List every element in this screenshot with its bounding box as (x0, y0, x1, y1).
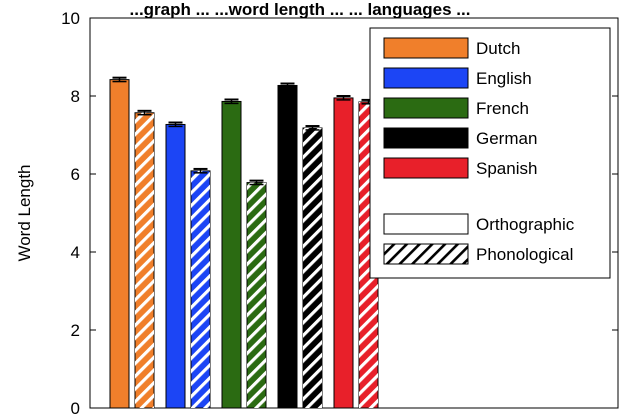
y-tick-label: 8 (71, 87, 80, 106)
legend-hatch-phonological (383, 243, 469, 265)
y-tick-label: 0 (71, 399, 80, 414)
y-tick-label: 6 (71, 165, 80, 184)
legend-box (369, 27, 611, 279)
legend-swatch-dutch (383, 37, 469, 59)
y-tick-label: 2 (71, 321, 80, 340)
bar-hatch-french (247, 182, 266, 408)
bar-german-orthographic (277, 84, 298, 409)
chart-title: ...graph ... ...word length ... ... lang… (130, 0, 471, 19)
bar-french-orthographic (221, 100, 242, 409)
legend-label-french: French (476, 99, 529, 118)
legend: Dutch English French German Spanish Orthograp… (369, 27, 611, 279)
legend-label-english: English (476, 69, 532, 88)
axes-frame (89, 17, 619, 409)
legend-swatch-spanish (383, 157, 469, 179)
y-tick-label: 4 (71, 243, 80, 262)
plot-area: 0 2 4 6 8 10 (61, 9, 619, 414)
y-tick-label: 10 (61, 9, 80, 28)
bar-english-orthographic (165, 123, 186, 409)
legend-swatch-german (383, 127, 469, 149)
legend-label-orthographic: Orthographic (476, 215, 575, 234)
bar-hatch-dutch (135, 112, 154, 409)
bar-hatch-german (303, 127, 322, 408)
legend-label-spanish: Spanish (476, 159, 537, 178)
bar-dutch-orthographic (109, 79, 130, 409)
bar-hatch-english (191, 170, 210, 408)
legend-label-phonological: Phonological (476, 245, 573, 264)
legend-swatch-french (383, 97, 469, 119)
legend-label-dutch: Dutch (476, 39, 520, 58)
legend-swatch-english (383, 67, 469, 89)
legend-swatch-orthographic (383, 213, 469, 235)
legend-label-german: German (476, 129, 537, 148)
bar-spanish-orthographic (333, 97, 354, 409)
y-axis-label: Word Length (15, 164, 34, 261)
